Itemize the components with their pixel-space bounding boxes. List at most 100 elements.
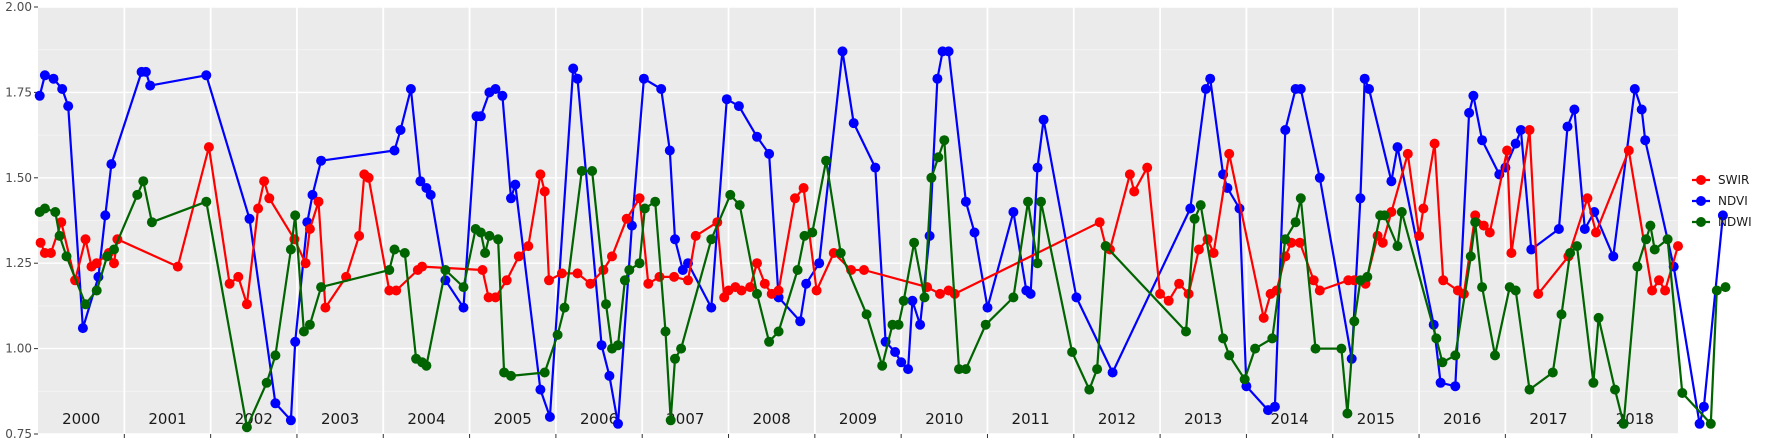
swir-point: [1224, 148, 1235, 159]
swir-point: [477, 265, 488, 275]
ndwi-point: [80, 299, 91, 310]
ndvi-point: [1640, 135, 1651, 146]
ndwi-point: [1396, 207, 1407, 217]
ndwi-point: [1310, 343, 1321, 354]
legend-label: SWIR: [1718, 173, 1749, 187]
ndvi-point: [915, 319, 926, 330]
swir-point: [1193, 244, 1204, 255]
ndvi-point: [285, 415, 296, 426]
ndvi-point: [1608, 251, 1619, 262]
series-ndwi: [34, 135, 1731, 433]
ndvi-point: [890, 347, 901, 357]
major-gridlines: [38, 6, 1678, 435]
ndvi-point: [1386, 176, 1397, 187]
year-label: 2000: [62, 410, 100, 428]
swir-point: [1582, 193, 1593, 204]
ndvi-point: [535, 384, 546, 395]
swir-point: [1478, 220, 1489, 231]
ndvi-point: [307, 189, 318, 200]
ndwi-point: [1032, 258, 1043, 269]
ndvi-point: [943, 46, 954, 57]
ndvi-point: [1629, 84, 1640, 94]
legend-label: NDWI: [1718, 215, 1752, 229]
ndwi-point: [1711, 285, 1722, 296]
ndwi-point: [1593, 312, 1604, 323]
swir-point: [690, 230, 701, 241]
swir-point: [264, 193, 275, 204]
swir-point: [483, 292, 494, 303]
ndwi-point: [639, 203, 650, 214]
ndvi-point: [1200, 84, 1211, 94]
ndwi-point: [102, 251, 113, 262]
ndwi-point: [1720, 282, 1731, 293]
ndwi-point: [1437, 357, 1448, 368]
ndwi-point: [933, 152, 944, 163]
swir-point: [1258, 312, 1269, 323]
ndvi-point: [1355, 193, 1366, 204]
ndwi-point: [764, 336, 775, 347]
ndvi-point: [1694, 418, 1705, 429]
swir-point: [363, 172, 374, 183]
ndvi-point: [1698, 401, 1709, 412]
year-separators: [123, 7, 1593, 434]
swir-point: [798, 183, 809, 193]
ndwi-point: [285, 244, 296, 255]
ndvi-point: [1468, 90, 1479, 101]
ndwi-point: [61, 251, 72, 262]
ndwi-point: [384, 265, 395, 275]
ndvi-point: [721, 94, 732, 105]
ndwi-point: [1084, 384, 1095, 395]
ndvi-point: [57, 84, 68, 94]
ndvi-point: [924, 230, 935, 241]
y-tick-label: 1.25: [5, 256, 32, 270]
ndwi-point: [792, 265, 803, 275]
series-ndvi: [34, 46, 1728, 429]
swir-point: [513, 251, 524, 262]
swir-point: [1533, 288, 1544, 299]
year-label: 2003: [321, 410, 359, 428]
ndwi-point: [109, 244, 119, 255]
year-label: 2006: [580, 410, 618, 428]
year-label: 2004: [407, 410, 445, 428]
year-labels: 2000 2001 2002 2003 2004 2005 2006 2007 2008 2009…: [62, 410, 1654, 428]
ndvi-point: [100, 210, 111, 221]
swir-point: [35, 237, 46, 248]
ndvi-point: [510, 179, 521, 190]
ndwi-point: [587, 166, 598, 176]
swir-point: [859, 265, 869, 275]
swir-point: [1314, 285, 1325, 296]
swir-point: [572, 268, 583, 279]
ndvi-point: [1359, 73, 1370, 84]
ndvi-point: [425, 189, 436, 200]
ndwi-point: [1547, 367, 1558, 378]
ndwi-point: [1023, 196, 1033, 207]
swir-point: [1124, 169, 1135, 180]
ndwi-point: [650, 196, 661, 207]
ndvi-point: [1562, 121, 1573, 132]
ndwi-point: [835, 248, 846, 258]
swir-point: [109, 258, 119, 269]
swir-point: [1174, 278, 1185, 289]
swir-point: [1660, 285, 1671, 296]
ndwi-point: [980, 319, 991, 330]
swir-point: [585, 278, 596, 289]
ndvi-point: [1295, 84, 1306, 94]
swir-point: [828, 248, 839, 258]
ndvi-point: [982, 302, 993, 313]
swir-point: [621, 213, 632, 224]
ndwi-point: [1649, 244, 1660, 255]
swir-point: [752, 258, 762, 269]
swir-point: [745, 282, 756, 293]
legend-item-ndwi: NDWI: [1692, 215, 1752, 229]
swir-point: [1377, 237, 1388, 248]
ndvi-point: [568, 63, 579, 74]
ndvi-point: [795, 316, 806, 327]
swir-point: [1524, 125, 1535, 135]
swir-point: [203, 142, 214, 153]
swir-point: [634, 193, 645, 204]
ndwi-point: [1008, 292, 1019, 303]
swir-point: [1623, 145, 1634, 156]
swir-point: [45, 248, 56, 258]
ndwi-point: [660, 326, 671, 337]
ndvi-point: [1107, 367, 1118, 378]
